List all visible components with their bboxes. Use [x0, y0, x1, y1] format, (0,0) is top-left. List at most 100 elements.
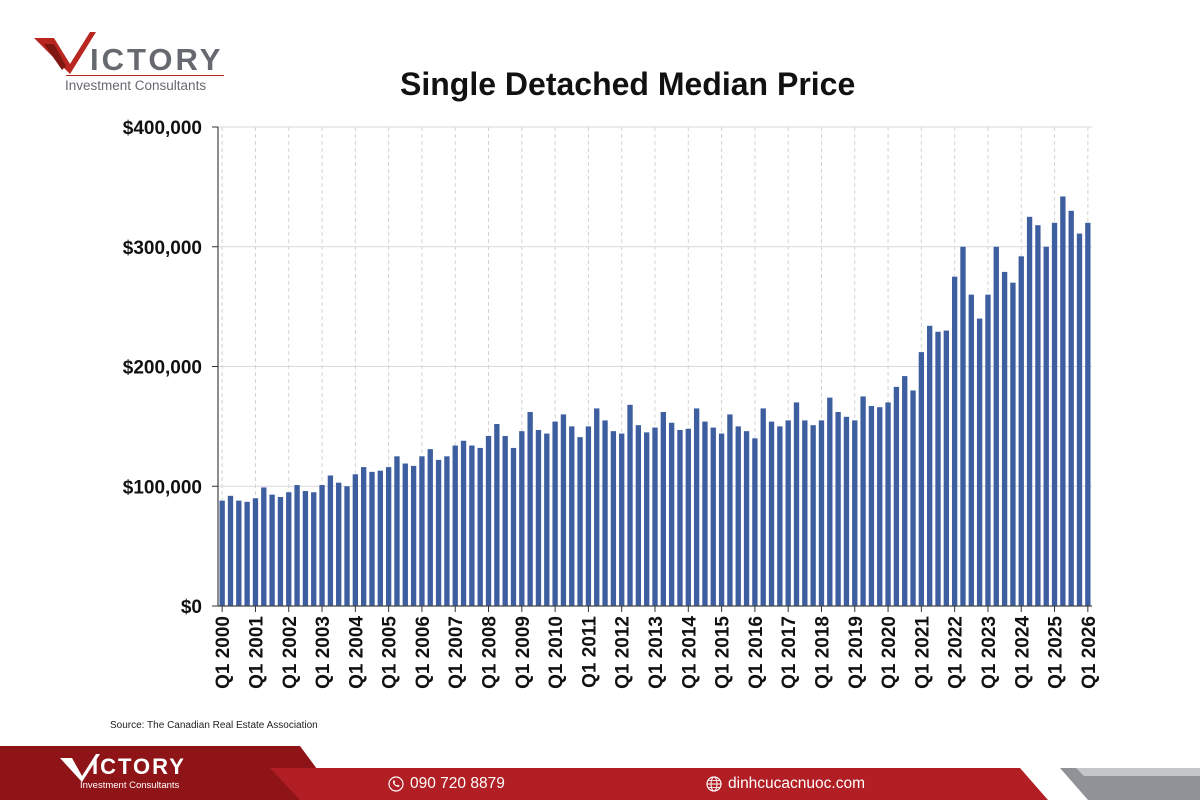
bar: [277, 497, 284, 606]
bar: [294, 485, 300, 606]
bar: [361, 467, 367, 606]
bar: [369, 471, 375, 606]
bar: [1035, 225, 1041, 606]
bar: [336, 482, 342, 606]
bar: [652, 427, 658, 606]
bar: [1018, 256, 1024, 606]
bar: [252, 498, 259, 606]
logo-wordmark: ICTORY: [90, 42, 224, 77]
bar: [427, 449, 433, 606]
x-tick-label: Q1 2021: [912, 616, 933, 689]
x-tick-label: Q1 2013: [646, 616, 667, 689]
bar: [1043, 246, 1049, 606]
phone-contact[interactable]: 090 720 8879: [388, 774, 505, 794]
bar: [577, 437, 583, 606]
bar: [552, 421, 558, 606]
x-axis-ticks: Q1 2000 Q1 2001 Q1 2002 Q1 2003 Q1 2004 Q1 20…: [213, 606, 1100, 689]
bar: [377, 470, 383, 606]
bar: [910, 390, 916, 606]
bar: [485, 435, 492, 606]
bar: [619, 433, 625, 606]
bar: [560, 414, 567, 606]
bar: [710, 427, 716, 606]
bar: [1068, 210, 1074, 606]
y-tick-label: $0: [181, 597, 202, 618]
bar: [1076, 233, 1083, 606]
bar: [943, 330, 949, 606]
y-tick-label: $300,000: [123, 238, 202, 259]
bar: [976, 318, 983, 606]
bar: [244, 501, 250, 606]
bar: [544, 433, 550, 606]
bar: [594, 408, 600, 606]
bar: [510, 447, 517, 606]
x-tick-label: Q1 2011: [579, 616, 600, 688]
bar: [668, 422, 675, 606]
bar: [810, 425, 816, 606]
bar: [610, 431, 617, 606]
logo-tagline: Investment Consultants: [65, 78, 207, 93]
x-tick-label: Q1 2000: [213, 616, 234, 689]
bar: [877, 407, 883, 606]
bar: [735, 426, 741, 607]
bar: [1010, 282, 1016, 606]
bar: [410, 465, 417, 606]
footer-logo: ICTORY Investment Consultants: [58, 752, 198, 796]
bar: [1026, 216, 1033, 606]
x-tick-label: Q1 2014: [679, 616, 700, 689]
bar: [685, 428, 691, 606]
bar: [460, 440, 467, 606]
bar: [527, 412, 533, 606]
bar: [519, 431, 525, 606]
bar: [236, 500, 242, 606]
bar: [269, 494, 275, 606]
phone-number: 090 720 8879: [410, 775, 505, 792]
footer-logo-tagline: Investment Consultants: [80, 780, 180, 791]
bar: [394, 456, 400, 606]
x-tick-label: Q1 2026: [1079, 616, 1100, 689]
x-tick-label: Q1 2023: [979, 616, 1000, 689]
website-link[interactable]: dinhcucacnuoc.com: [706, 774, 865, 794]
bar: [760, 408, 766, 606]
bar: [402, 463, 408, 606]
x-tick-label: Q1 2024: [1012, 616, 1033, 689]
bar: [286, 492, 292, 606]
bar: [261, 487, 267, 606]
bar: [843, 416, 850, 606]
footer-shapes: [0, 746, 1200, 800]
x-tick-label: Q1 2012: [613, 616, 634, 689]
x-tick-label: Q1 2018: [812, 616, 833, 689]
y-tick-label: $400,000: [123, 118, 202, 139]
bar: [718, 433, 725, 606]
bar: [569, 426, 575, 607]
bar: [227, 495, 234, 606]
footer-logo-v-mark: [60, 754, 100, 782]
x-tick-label: Q1 2010: [546, 616, 567, 689]
bar: [585, 426, 592, 607]
bar: [1001, 271, 1008, 606]
x-tick-label: Q1 2003: [313, 616, 334, 689]
bar: [902, 376, 908, 606]
x-tick-label: Q1 2001: [246, 616, 267, 689]
bar: [960, 246, 966, 606]
bar: [835, 412, 841, 606]
bar: [777, 426, 783, 607]
bar: [893, 386, 900, 606]
bar: [968, 294, 974, 606]
bar: [768, 421, 775, 606]
x-tick-label: Q1 2015: [713, 616, 734, 689]
bar: [494, 423, 500, 606]
bar: [660, 412, 666, 606]
bar: [1085, 222, 1091, 607]
bar: [452, 445, 458, 606]
bar: [785, 420, 791, 606]
bar: [1051, 222, 1058, 607]
footer-gray-highlight: [1076, 768, 1200, 776]
bar: [885, 402, 891, 606]
logo-v-mark: [34, 32, 96, 74]
website-url: dinhcucacnuoc.com: [728, 775, 865, 792]
bar: [535, 429, 542, 606]
bar: [627, 404, 633, 606]
bar: [935, 331, 941, 606]
bar-chart: $0 $100,000 $200,000 $300,000 $400,000 Q1 20…: [123, 118, 1100, 689]
